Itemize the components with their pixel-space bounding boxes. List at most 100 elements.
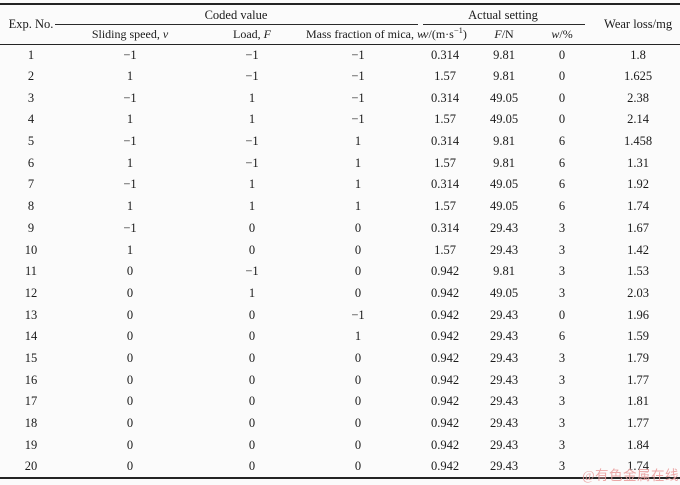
cell-exp-no: 10 <box>24 242 38 257</box>
cell-wear-loss: 2.38 <box>627 90 649 105</box>
cell-coded-sliding-speed: 0 <box>126 437 134 452</box>
cell-exp-no: 12 <box>24 285 38 300</box>
cell-actual-mass-fraction: 3 <box>558 437 566 452</box>
cell-actual-speed: 0.314 <box>430 177 460 192</box>
header-row-spanners: Exp. No. Coded value Actual setting Wear… <box>0 4 680 45</box>
table-row: 18 0 0 0 0.942 29.43 3 1.77 <box>0 413 680 435</box>
cell-actual-load: 29.43 <box>489 437 519 452</box>
cell-exp-no: 15 <box>24 350 38 365</box>
cell-actual-mass-fraction: 0 <box>558 307 566 322</box>
cell-actual-load: 29.43 <box>489 350 519 365</box>
table-row: 13 0 0 −1 0.942 29.43 0 1.96 <box>0 304 680 326</box>
table-row: 6 1 −1 1 1.57 9.81 6 1.31 <box>0 152 680 174</box>
cell-actual-speed: 0.314 <box>430 90 460 105</box>
cell-coded-sliding-speed: 0 <box>126 416 134 431</box>
table-row: 2 1 −1 −1 1.57 9.81 0 1.625 <box>0 66 680 88</box>
cell-exp-no: 4 <box>27 112 35 127</box>
cell-actual-speed: 0.942 <box>430 329 460 344</box>
cell-coded-load: 0 <box>248 437 256 452</box>
cell-actual-speed: 0.314 <box>430 220 460 235</box>
cell-actual-load: 49.05 <box>489 199 519 214</box>
cell-coded-sliding-speed: 0 <box>126 372 134 387</box>
cell-actual-load: 49.05 <box>489 285 519 300</box>
cell-coded-load: 0 <box>248 242 256 257</box>
speed-unit-close: ) <box>462 26 467 41</box>
cell-actual-load: 29.43 <box>489 416 519 431</box>
cell-actual-mass-fraction: 3 <box>558 350 566 365</box>
cell-wear-loss: 1.458 <box>624 134 653 149</box>
cell-exp-no: 6 <box>27 155 35 170</box>
cell-actual-speed: 1.57 <box>434 242 456 257</box>
table-row: 14 0 0 1 0.942 29.43 6 1.59 <box>0 326 680 348</box>
cell-coded-load: 0 <box>248 372 256 387</box>
cell-exp-no: 11 <box>24 264 38 279</box>
cell-coded-mass-fraction: 0 <box>354 220 362 235</box>
speed-unit-symbol: v <box>423 26 429 41</box>
cell-actual-load: 9.81 <box>493 264 515 279</box>
cell-actual-speed: 0.942 <box>430 372 460 387</box>
cell-coded-sliding-speed: 0 <box>126 285 134 300</box>
table-row: 10 1 0 0 1.57 29.43 3 1.42 <box>0 239 680 261</box>
cell-coded-mass-fraction: 0 <box>354 242 362 257</box>
cell-coded-mass-fraction: −1 <box>351 90 365 105</box>
cell-coded-sliding-speed: −1 <box>123 90 137 105</box>
cell-coded-sliding-speed: 0 <box>126 394 134 409</box>
cell-coded-mass-fraction: −1 <box>351 307 365 322</box>
cell-wear-loss: 1.42 <box>627 242 649 257</box>
cell-wear-loss: 1.96 <box>627 307 649 322</box>
cell-coded-mass-fraction: 1 <box>354 134 362 149</box>
load-unit-symbol: F <box>494 26 502 41</box>
cell-coded-mass-fraction: 1 <box>354 199 362 214</box>
table-row: 4 1 1 −1 1.57 49.05 0 2.14 <box>0 109 680 131</box>
cell-actual-load: 9.81 <box>493 69 515 84</box>
cell-actual-load: 49.05 <box>489 177 519 192</box>
cell-actual-mass-fraction: 0 <box>558 47 566 62</box>
mass-unit-symbol: w <box>551 26 560 41</box>
table-row: 3 −1 1 −1 0.314 49.05 0 2.38 <box>0 87 680 109</box>
cell-actual-load: 29.43 <box>489 394 519 409</box>
cell-coded-mass-fraction: −1 <box>351 69 365 84</box>
cell-coded-mass-fraction: 0 <box>354 285 362 300</box>
cell-wear-loss: 1.59 <box>627 329 649 344</box>
cell-actual-mass-fraction: 3 <box>558 458 566 473</box>
cell-exp-no: 1 <box>27 47 35 62</box>
cell-actual-load: 29.43 <box>489 242 519 257</box>
cell-exp-no: 5 <box>27 134 35 149</box>
cell-coded-mass-fraction: 0 <box>354 372 362 387</box>
cell-wear-loss: 1.53 <box>627 264 649 279</box>
table-row: 12 0 1 0 0.942 49.05 3 2.03 <box>0 283 680 305</box>
cell-exp-no: 8 <box>27 199 35 214</box>
cell-actual-speed: 0.314 <box>430 47 460 62</box>
cell-coded-sliding-speed: 0 <box>126 307 134 322</box>
cell-actual-speed: 1.57 <box>434 199 456 214</box>
speed-unit-mid: /(m·s <box>428 26 454 41</box>
cell-coded-load: 0 <box>248 416 256 431</box>
coded-value-label: Coded value <box>204 7 268 22</box>
cell-coded-load: −1 <box>245 155 259 170</box>
cell-wear-loss: 1.74 <box>627 199 649 214</box>
cell-coded-sliding-speed: 1 <box>126 242 134 257</box>
cell-actual-speed: 1.57 <box>434 69 456 84</box>
cell-wear-loss: 2.14 <box>627 112 649 127</box>
cell-coded-load: 1 <box>248 112 256 127</box>
table-row: 15 0 0 0 0.942 29.43 3 1.79 <box>0 348 680 370</box>
cell-actual-mass-fraction: 0 <box>558 90 566 105</box>
table-row: 1 −1 −1 −1 0.314 9.81 0 1.8 <box>0 44 680 66</box>
cell-wear-loss: 2.03 <box>627 285 649 300</box>
cell-coded-mass-fraction: −1 <box>351 47 365 62</box>
cell-actual-mass-fraction: 6 <box>558 177 566 192</box>
cell-coded-mass-fraction: 0 <box>354 416 362 431</box>
header-mass-fraction: Mass fraction of mica, w <box>306 25 425 45</box>
header-sliding-speed: Sliding speed, v <box>62 25 198 45</box>
cell-actual-mass-fraction: 3 <box>558 264 566 279</box>
cell-exp-no: 14 <box>24 329 38 344</box>
cell-coded-sliding-speed: −1 <box>123 177 137 192</box>
cell-coded-mass-fraction: 0 <box>354 458 362 473</box>
cell-wear-loss: 1.74 <box>627 458 649 473</box>
cell-coded-load: −1 <box>245 264 259 279</box>
cell-coded-mass-fraction: 1 <box>354 329 362 344</box>
load-symbol: F <box>263 26 271 41</box>
cell-actual-speed: 0.942 <box>430 394 460 409</box>
cell-actual-mass-fraction: 6 <box>558 134 566 149</box>
